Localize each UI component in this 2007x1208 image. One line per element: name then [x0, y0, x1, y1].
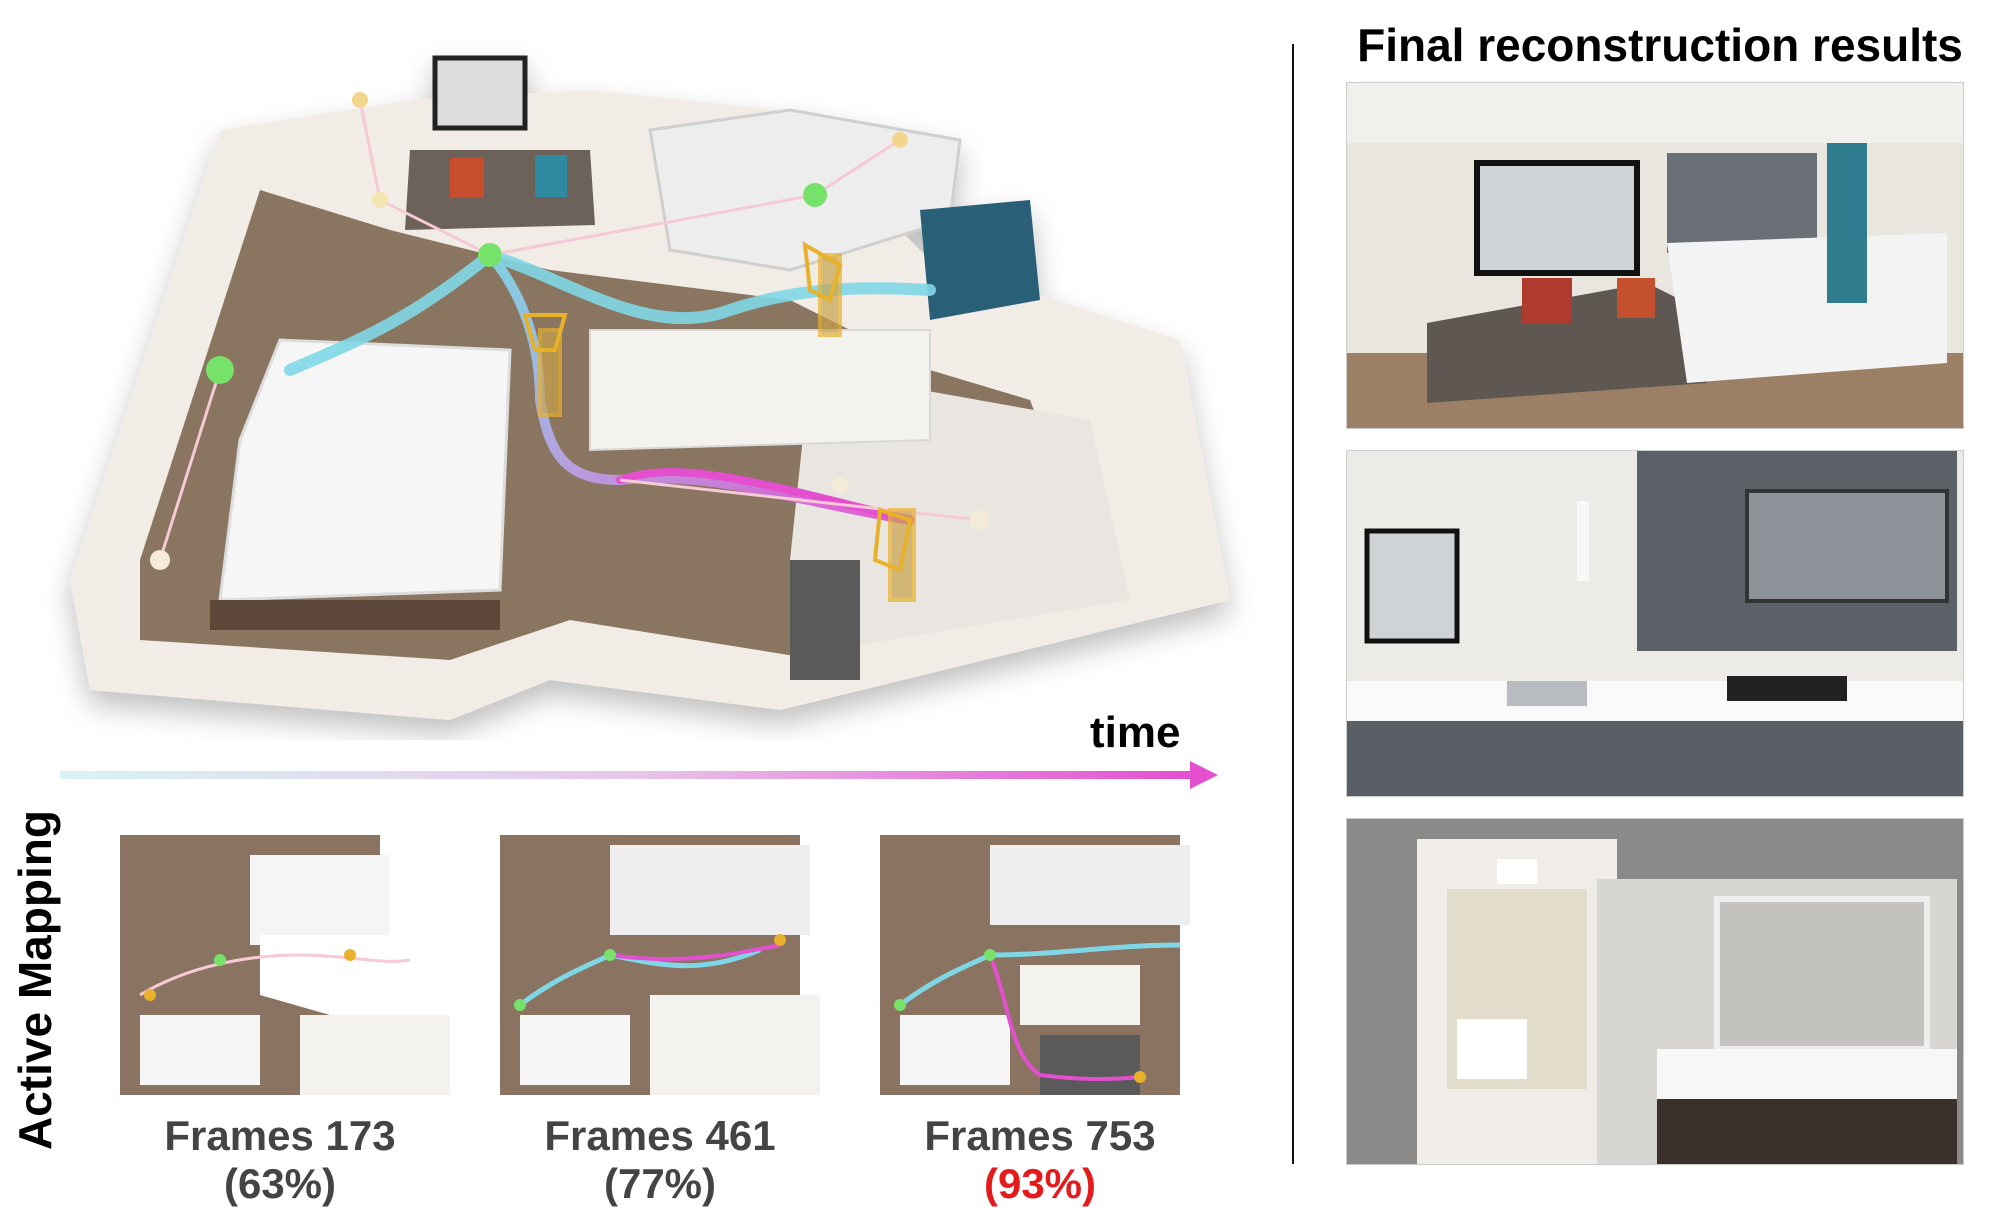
snapshot-caption-2: Frames 461 (77%)	[480, 1112, 840, 1208]
vertical-divider	[1292, 44, 1294, 1164]
mapping-snapshot-2	[500, 835, 820, 1095]
coverage-percent: (93%)	[983, 1160, 1097, 1207]
time-label: time	[1090, 708, 1181, 757]
snapshot-caption-1: Frames 173 (63%)	[100, 1112, 460, 1208]
hero-reconstruction-map	[70, 55, 1230, 720]
graph-node	[970, 510, 990, 530]
frames-label: Frames 461	[544, 1112, 776, 1159]
graph-node-green	[206, 356, 234, 384]
time-arrow	[60, 761, 1218, 789]
right-panel-title: Final reconstruction results	[1357, 19, 1963, 71]
frames-label: Frames 173	[164, 1112, 396, 1159]
graph-node	[832, 477, 848, 493]
mapping-snapshot-3	[880, 835, 1190, 1095]
graph-node	[372, 192, 388, 208]
reconstruction-render-living-room	[1346, 82, 1964, 429]
camera-frustum-icon	[872, 507, 913, 573]
reconstruction-render-kitchen	[1346, 450, 1964, 797]
graph-node	[352, 92, 368, 108]
topological-graph	[150, 92, 990, 570]
apartment-model	[70, 55, 1230, 720]
camera-frustum-icon	[522, 313, 568, 352]
reconstruction-render-bathroom	[1346, 818, 1964, 1165]
mapping-snapshot-1	[120, 835, 450, 1095]
graph-node	[892, 132, 908, 148]
camera-frustums	[522, 241, 916, 602]
wall-picture	[432, 55, 528, 131]
frames-label: Frames 753	[924, 1112, 1156, 1159]
graph-node	[150, 550, 170, 570]
graph-node-green	[803, 183, 827, 207]
active-mapping-label: Active Mapping	[9, 810, 61, 1150]
bed	[218, 338, 512, 602]
coverage-percent: (77%)	[603, 1160, 717, 1207]
camera-frustum-icon	[802, 241, 843, 303]
coverage-percent: (63%)	[223, 1160, 337, 1207]
graph-node-green	[478, 243, 502, 267]
snapshot-caption-3: Frames 753 (93%)	[860, 1112, 1220, 1208]
